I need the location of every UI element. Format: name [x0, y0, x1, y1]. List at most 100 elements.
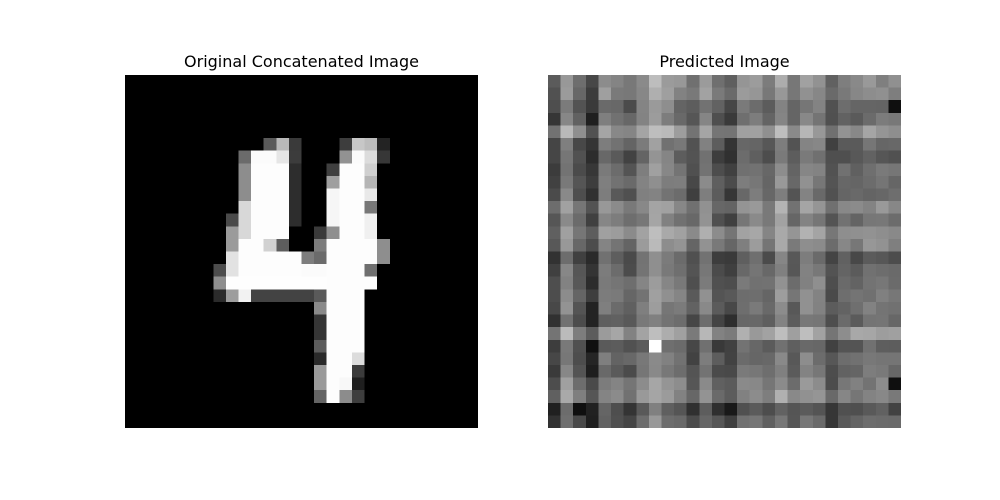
noise-pixel: [774, 100, 788, 113]
noise-pixel: [724, 352, 738, 365]
noise-pixel: [737, 125, 750, 139]
noise-pixel: [686, 264, 700, 277]
noise-pixel: [648, 377, 662, 391]
noise-pixel: [737, 175, 750, 189]
noise-pixel: [674, 138, 687, 151]
left-panel-title: Original Concatenated Image: [184, 52, 419, 71]
noise-pixel: [598, 289, 612, 302]
noise-pixel: [749, 415, 763, 428]
noise-pixel: [611, 112, 624, 126]
noise-pixel: [724, 75, 738, 88]
noise-pixel: [837, 352, 851, 365]
noise-pixel: [611, 415, 624, 428]
noise-pixel: [711, 125, 725, 139]
noise-pixel: [699, 112, 712, 126]
noise-pixel: [875, 264, 889, 277]
noise-pixel: [611, 87, 624, 101]
noise-pixel: [812, 138, 826, 151]
noise-pixel: [774, 125, 788, 139]
noise-pixel: [774, 377, 788, 391]
noise-pixel: [825, 125, 838, 139]
noise-pixel: [611, 276, 624, 290]
noise-pixel: [850, 150, 864, 164]
noise-pixel: [686, 226, 700, 239]
noise-pixel: [711, 314, 725, 328]
noise-pixel: [888, 226, 901, 239]
noise-pixel: [737, 251, 750, 265]
noise-pixel: [598, 314, 612, 328]
noise-pixel: [850, 238, 864, 252]
noise-pixel: [648, 150, 662, 164]
noise-pixel: [636, 339, 649, 353]
noise-pixel: [888, 238, 901, 252]
noise-pixel: [737, 327, 750, 340]
noise-pixel: [648, 276, 662, 290]
noise-pixel: [762, 125, 775, 139]
noise-pixel: [863, 175, 876, 189]
noise-pixel: [674, 201, 687, 214]
noise-pixel: [812, 213, 826, 227]
noise-pixel: [598, 415, 612, 428]
noise-pixel: [787, 390, 801, 403]
noise-pixel: [573, 327, 586, 340]
noise-pixel: [674, 75, 687, 88]
noise-pixel: [711, 390, 725, 403]
noise-pixel: [749, 377, 763, 391]
noise-pixel: [749, 226, 763, 239]
noise-pixel: [888, 213, 901, 227]
noise-pixel: [837, 163, 851, 176]
noise-pixel: [800, 390, 813, 403]
noise-pixel: [648, 289, 662, 302]
noise-pixel: [888, 201, 901, 214]
noise-pixel: [611, 264, 624, 277]
noise-pixel: [648, 188, 662, 202]
noise-pixel: [686, 87, 700, 101]
noise-pixel: [573, 276, 586, 290]
noise-pixel: [863, 377, 876, 391]
noise-pixel: [737, 415, 750, 428]
noise-pixel: [686, 339, 700, 353]
noise-pixel: [699, 125, 712, 139]
noise-pixel: [850, 112, 864, 126]
noise-pixel: [661, 213, 675, 227]
noise-pixel: [648, 301, 662, 315]
noise-pixel: [674, 226, 687, 239]
noise-pixel: [888, 75, 901, 88]
noise-pixel: [888, 415, 901, 428]
noise-pixel: [686, 327, 700, 340]
noise-pixel: [573, 301, 586, 315]
noise-pixel: [636, 75, 649, 88]
noise-pixel: [762, 289, 775, 302]
noise-pixel: [812, 163, 826, 176]
noise-pixel: [661, 276, 675, 290]
noise-pixel: [648, 238, 662, 252]
noise-pixel: [749, 314, 763, 328]
noise-pixel: [825, 226, 838, 239]
noise-pixel: [888, 175, 901, 189]
noise-pixel: [825, 314, 838, 328]
noise-pixel: [585, 100, 599, 113]
noise-pixel: [560, 238, 574, 252]
noise-pixel: [825, 150, 838, 164]
noise-pixel: [699, 213, 712, 227]
noise-pixel: [837, 138, 851, 151]
noise-pixel: [598, 112, 612, 126]
noise-pixel: [661, 364, 675, 378]
noise-pixel: [837, 339, 851, 353]
noise-pixel: [724, 289, 738, 302]
noise-pixel: [686, 138, 700, 151]
noise-pixel: [812, 415, 826, 428]
noise-pixel: [774, 402, 788, 416]
noise-pixel: [686, 251, 700, 265]
noise-pixel: [585, 163, 599, 176]
noise-pixel: [825, 188, 838, 202]
noise-pixel: [611, 364, 624, 378]
noise-pixel: [800, 377, 813, 391]
noise-pixel: [648, 87, 662, 101]
noise-pixel: [674, 100, 687, 113]
noise-pixel: [737, 339, 750, 353]
noise-pixel: [648, 100, 662, 113]
noise-pixel: [573, 264, 586, 277]
noise-pixel: [737, 100, 750, 113]
noise-pixel: [825, 301, 838, 315]
